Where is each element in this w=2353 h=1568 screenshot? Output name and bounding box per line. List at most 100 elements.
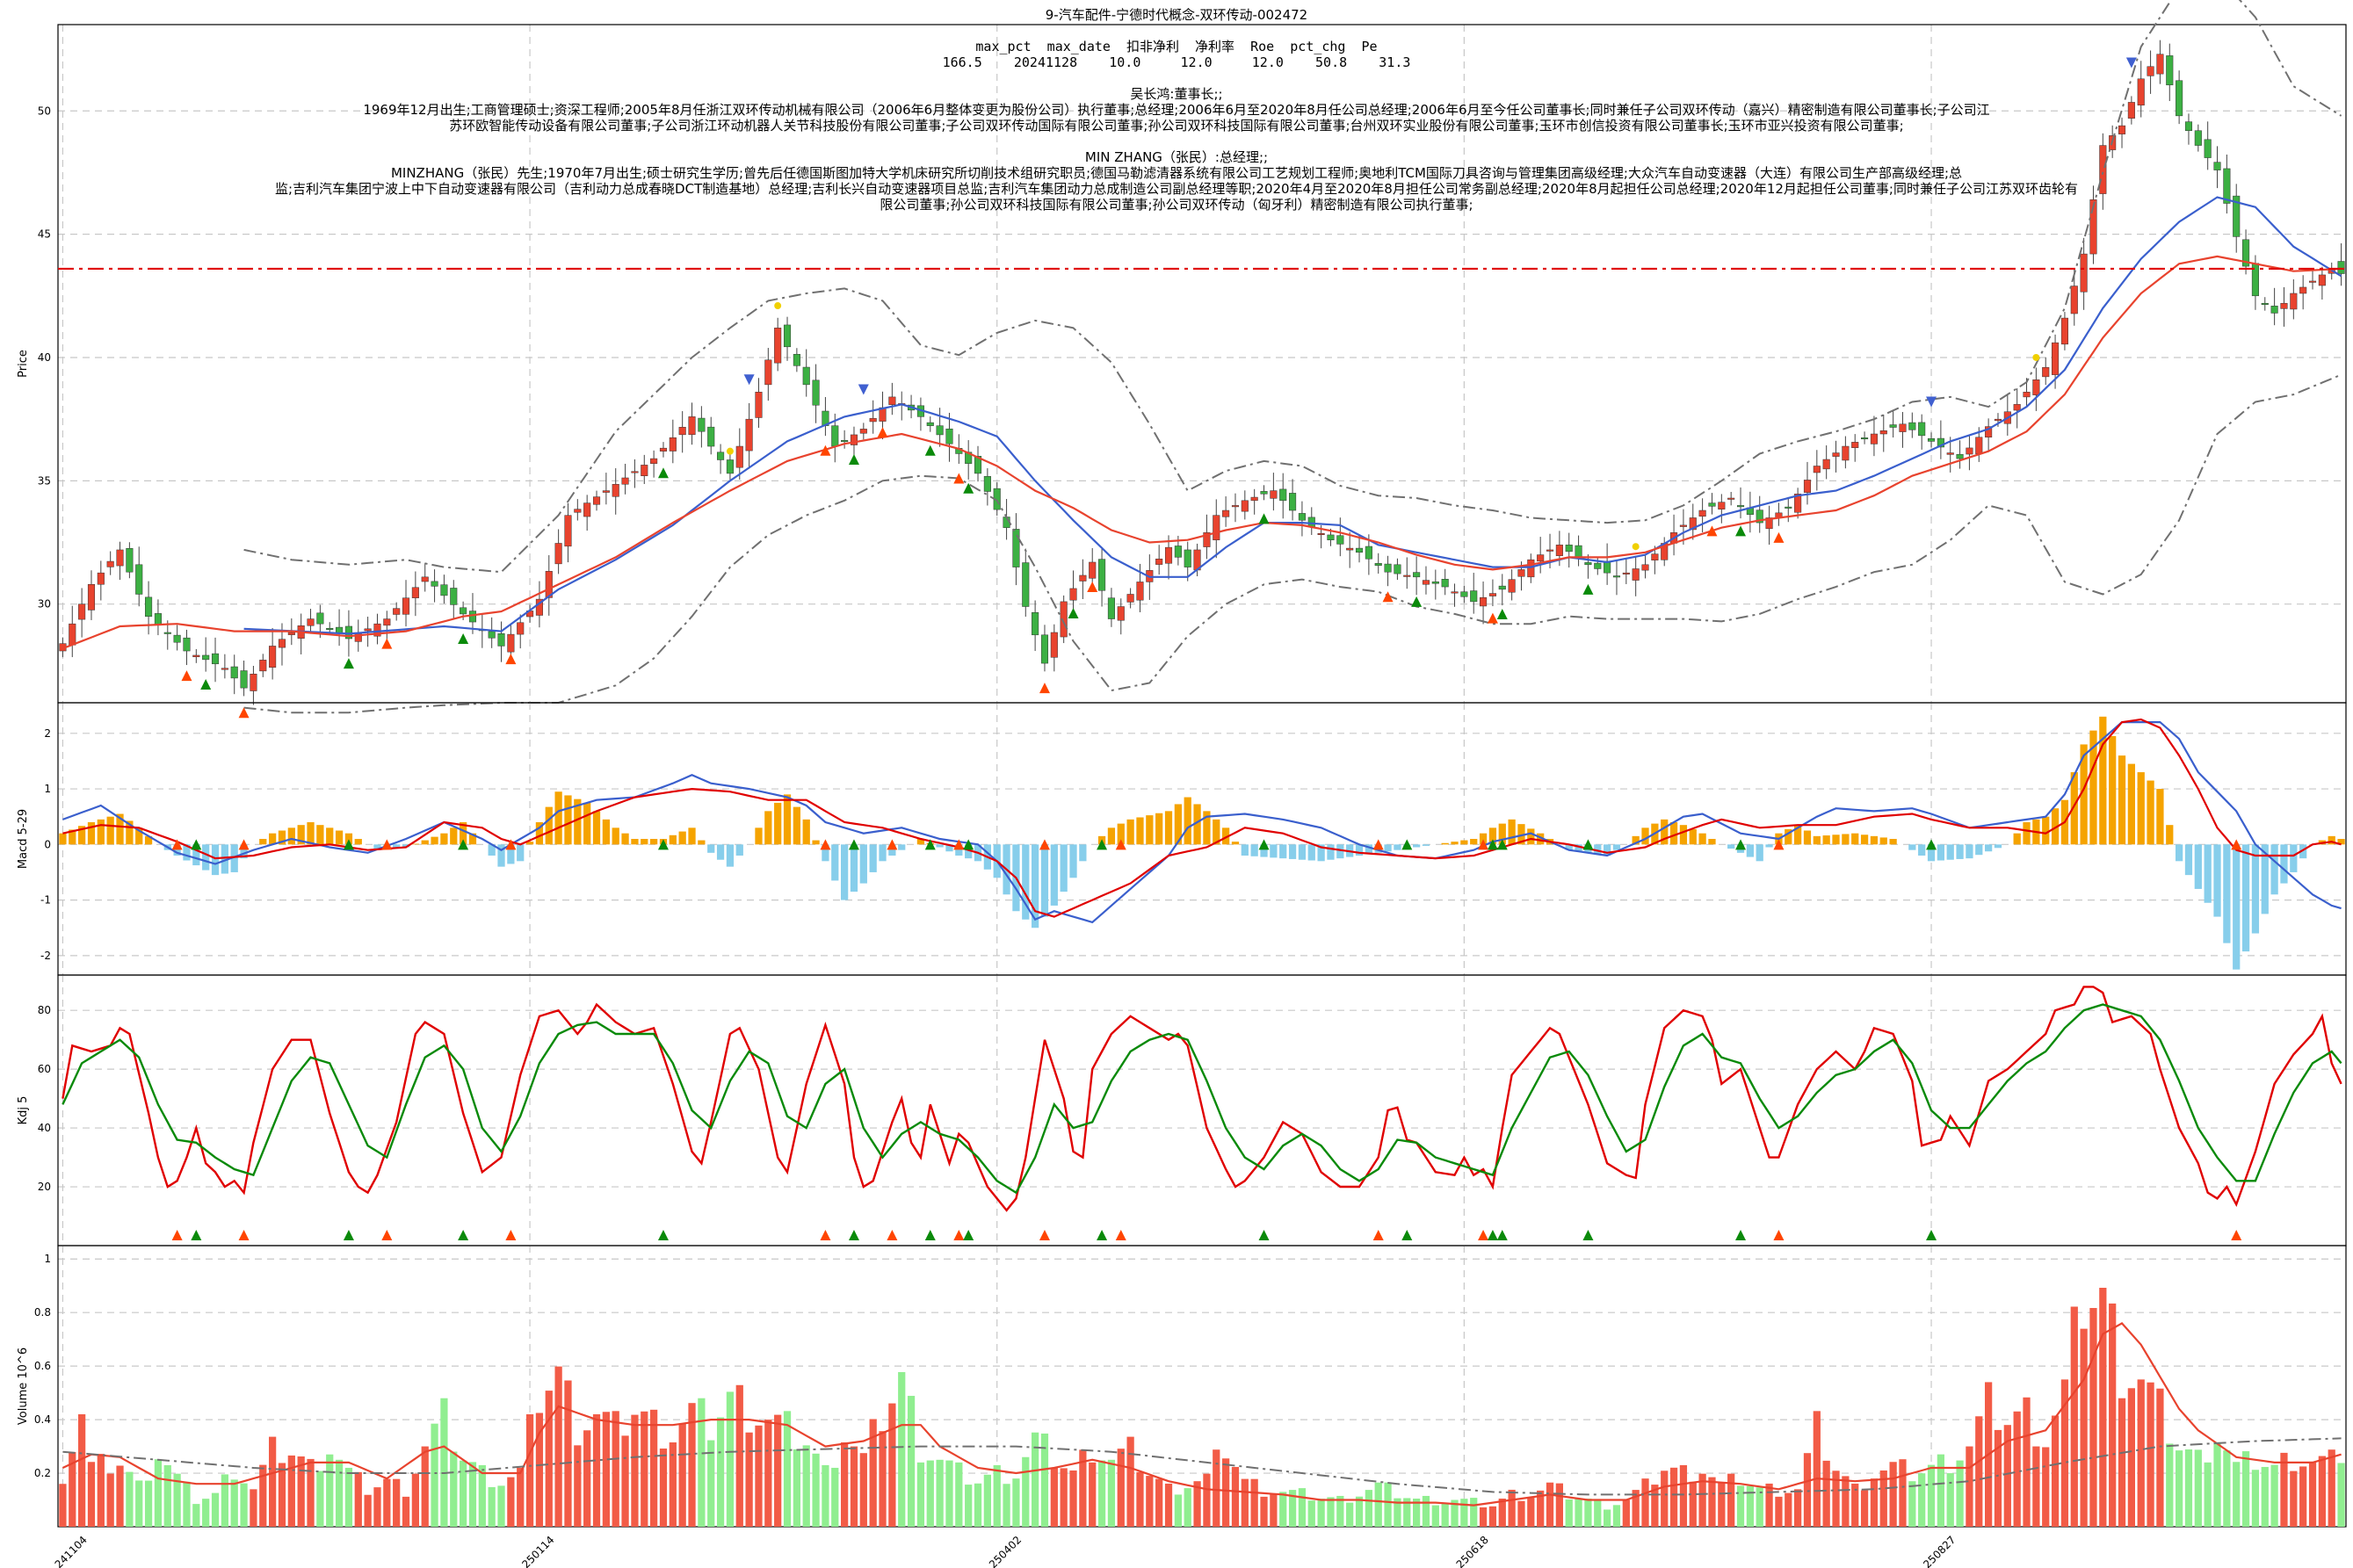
price-y-tick-label: 30 xyxy=(38,598,51,611)
macd-signal-marker xyxy=(1487,839,1498,850)
volume-bar xyxy=(1594,1499,1602,1527)
candle-body xyxy=(497,633,505,647)
candle-body xyxy=(1594,562,1602,569)
macd-hist-bar xyxy=(1470,839,1478,845)
macd-hist-bar xyxy=(269,833,277,845)
macd-hist-bar xyxy=(278,830,286,845)
macd-hist-bar xyxy=(1908,844,1916,850)
macd-hist-bar xyxy=(812,840,820,845)
kdj-signal-marker xyxy=(1496,1230,1508,1240)
macd-y-tick-label: 1 xyxy=(44,783,51,795)
candle-body xyxy=(2261,302,2269,305)
price-signal-marker xyxy=(181,670,192,682)
volume-bar xyxy=(1422,1495,1430,1527)
macd-hist-bar xyxy=(1079,844,1087,862)
candle-body xyxy=(1250,496,1258,502)
macd-signal-marker xyxy=(171,839,183,850)
price-signal-marker xyxy=(1487,612,1498,624)
candle-body xyxy=(1089,561,1097,579)
price-signal-marker xyxy=(774,302,782,310)
volume-bar xyxy=(1107,1459,1116,1527)
volume-bar xyxy=(1317,1499,1325,1527)
volume-bar xyxy=(1517,1500,1525,1527)
volume-ma-long-line xyxy=(62,1437,2342,1496)
candle-body xyxy=(2204,139,2212,158)
candle-body xyxy=(1870,433,1878,444)
macd-hist-bar xyxy=(2241,844,2250,952)
macd-hist-bar xyxy=(1117,823,1125,845)
volume-bar xyxy=(1746,1485,1754,1527)
candle-body xyxy=(1756,509,1763,524)
macd-hist-bar xyxy=(1746,844,1754,857)
volume-bar xyxy=(859,1453,867,1527)
candle-body xyxy=(393,608,401,615)
macd-hist-bar xyxy=(1594,844,1602,855)
price-signal-marker xyxy=(726,447,734,455)
macd-hist-bar xyxy=(545,806,553,845)
candle-body xyxy=(1498,585,1506,590)
volume-bar xyxy=(1012,1478,1020,1527)
candle-body xyxy=(2318,274,2326,286)
macd-hist-bar xyxy=(1632,835,1640,845)
macd-hist-bar xyxy=(1966,844,1973,859)
volume-bar xyxy=(1641,1478,1649,1527)
macd-hist-bar xyxy=(2337,839,2345,845)
volume-bar xyxy=(59,1484,67,1527)
macd-hist-bar xyxy=(1069,844,1077,878)
macd-hist-bar xyxy=(1498,823,1506,845)
price-signal-marker xyxy=(381,638,393,649)
macd-y-tick-label: 2 xyxy=(44,727,51,740)
macd-hist-bar xyxy=(1689,828,1697,845)
macd-y-tick-label: -1 xyxy=(40,894,51,907)
candle-body xyxy=(869,417,877,423)
candle-body xyxy=(2147,66,2154,76)
chairman-bio-line1: 1969年12月出生;工商管理硕士;资深工程师;2005年8月任浙江双环传动机械… xyxy=(363,102,1990,118)
macd-hist-bar xyxy=(2251,844,2260,934)
macd-signal-marker xyxy=(1496,839,1508,850)
kdj-signal-marker xyxy=(1478,1230,1489,1240)
macd-hist-bar xyxy=(1222,827,1230,845)
volume-bar xyxy=(2032,1446,2040,1527)
volume-bar xyxy=(1288,1490,1297,1527)
volume-bar xyxy=(535,1413,544,1527)
kdj-signal-marker xyxy=(657,1230,669,1240)
volume-bar xyxy=(1384,1482,1392,1527)
volume-bar xyxy=(745,1432,753,1527)
kdj-signal-marker xyxy=(343,1230,354,1240)
macd-hist-bar xyxy=(1870,835,1879,845)
volume-bar xyxy=(1813,1411,1821,1527)
volume-bar xyxy=(1079,1449,1087,1527)
gm-bio-line2: 监;吉利汽车集团宁波上中下自动变速器有限公司（吉利动力总成春晓DCT制造基地）总… xyxy=(275,181,2078,197)
macd-hist-bar xyxy=(316,825,324,845)
volume-bar xyxy=(2003,1425,2011,1527)
macd-hist-bar xyxy=(822,844,829,862)
price-signal-marker xyxy=(1496,608,1508,619)
macd-hist-bar xyxy=(783,794,792,845)
candle-body xyxy=(278,639,286,648)
macd-hist-bar xyxy=(2290,844,2298,872)
x-tick-label: 250114 xyxy=(519,1534,556,1568)
candle-body xyxy=(2099,145,2107,194)
volume-bar xyxy=(926,1460,934,1527)
macd-hist-bar xyxy=(2109,735,2117,845)
macd-hist-bar xyxy=(707,844,715,853)
candle-body xyxy=(2242,239,2250,267)
candle-body xyxy=(1155,558,1163,565)
volume-bar xyxy=(916,1462,925,1527)
macd-hist-bar xyxy=(1184,797,1191,845)
volume-bar xyxy=(1537,1490,1545,1527)
candle-body xyxy=(69,623,76,646)
macd-hist-bar xyxy=(1040,844,1049,917)
macd-hist-bar xyxy=(1174,804,1182,845)
macd-hist-bar xyxy=(574,798,582,845)
macd-y-tick-label: 0 xyxy=(44,838,51,850)
macd-hist-bar xyxy=(1612,844,1621,850)
kdj-y-tick-label: 60 xyxy=(38,1063,51,1075)
ma-red-line xyxy=(62,255,2342,650)
macd-hist-bar xyxy=(440,833,448,845)
candle-body xyxy=(1050,632,1058,658)
candle-body xyxy=(221,668,228,670)
price-signal-marker xyxy=(2125,57,2137,69)
volume-bar xyxy=(2099,1288,2107,1527)
candle-body xyxy=(678,427,686,436)
